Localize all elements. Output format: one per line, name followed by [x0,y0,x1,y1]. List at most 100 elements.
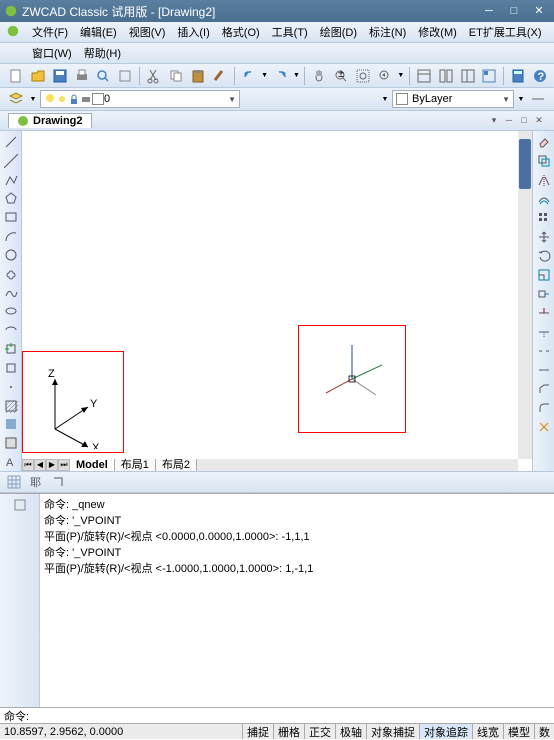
prop-more-icon[interactable] [528,89,548,109]
status-more[interactable]: 数 [534,724,554,739]
menu-edit[interactable]: 编辑(E) [74,23,123,41]
menu-file[interactable]: 文件(F) [26,23,74,41]
tab-prev[interactable]: ◀ [34,459,46,471]
undo-icon[interactable] [239,66,259,86]
menu-dim[interactable]: 标注(N) [363,23,412,41]
open-icon[interactable] [28,66,48,86]
menu-insert[interactable]: 插入(I) [171,23,215,41]
ellipse-icon[interactable] [2,302,20,320]
minimize-button[interactable]: ─ [478,4,500,18]
arc-icon[interactable] [2,227,20,245]
fillet-icon[interactable] [535,399,553,417]
pline-icon[interactable] [2,171,20,189]
save-icon[interactable] [50,66,70,86]
revcloud-icon[interactable] [2,265,20,283]
zoom-prev-icon[interactable] [375,66,395,86]
extend-icon[interactable] [535,323,553,341]
tab-minimize[interactable]: ─ [502,114,516,128]
tab-next[interactable]: ▶ [46,459,58,471]
menu-tools[interactable]: 工具(T) [266,23,314,41]
prop-icon[interactable] [414,66,434,86]
tab-dropdown[interactable]: ▾ [487,114,501,128]
hatch-icon[interactable] [2,397,20,415]
document-tab[interactable]: Drawing2 [8,113,92,128]
drawing-area[interactable]: Z Y X ⏮ ◀ ▶ ⏭ [22,131,532,471]
coordinates-readout[interactable]: 10.8597, 2.9562, 0.0000 [0,726,242,738]
line-icon[interactable] [2,133,20,151]
status-lwt[interactable]: 线宽 [472,724,503,739]
linetype-combo[interactable]: ByLayer ▼ [392,90,514,108]
command-input[interactable] [36,709,550,723]
match-icon[interactable] [210,66,230,86]
tab-close[interactable]: ✕ [532,114,546,128]
designcenter-icon[interactable] [458,66,478,86]
move-icon[interactable] [535,228,553,246]
layout2-tab[interactable]: 布局2 [156,459,197,471]
layer-manager-icon[interactable] [6,89,26,109]
zoom-win-icon[interactable] [353,66,373,86]
menu-modify[interactable]: 修改(M) [412,23,463,41]
zoom-dropdown[interactable]: ▼ [397,66,405,86]
cmdlog-tool-1[interactable] [11,496,29,514]
circle-icon[interactable] [2,246,20,264]
explode-icon[interactable] [535,418,553,436]
region-icon[interactable] [2,434,20,452]
block-icon[interactable] [2,359,20,377]
snap-icon[interactable]: 耶 [26,472,46,492]
model-tab[interactable]: Model [70,459,115,471]
color-picker-icon[interactable]: ▼ [381,89,389,109]
tab-first[interactable]: ⏮ [22,459,34,471]
zoom-rt-icon[interactable]: ± [331,66,351,86]
layout1-tab[interactable]: 布局1 [115,459,156,471]
status-snap[interactable]: 捕捉 [242,724,273,739]
help-icon[interactable]: ? [530,66,550,86]
print-icon[interactable] [72,66,92,86]
layer-combo[interactable]: 0 ▼ [40,90,240,108]
status-otrack[interactable]: 对象追踪 [419,724,472,739]
chamfer-icon[interactable] [535,380,553,398]
status-polar[interactable]: 极轴 [335,724,366,739]
close-button[interactable]: ✕ [528,4,550,18]
grid-icon[interactable] [4,472,24,492]
menu-draw[interactable]: 绘图(D) [314,23,363,41]
undo-dropdown[interactable]: ▼ [261,66,269,86]
pan-icon[interactable] [309,66,329,86]
status-model[interactable]: 模型 [503,724,534,739]
calc-icon[interactable] [508,66,528,86]
new-icon[interactable] [6,66,26,86]
tab-last[interactable]: ⏭ [58,459,70,471]
insert-icon[interactable] [2,340,20,358]
paste-icon[interactable] [188,66,208,86]
rotate-icon[interactable] [535,247,553,265]
tab-maximize[interactable]: □ [517,114,531,128]
spline-icon[interactable] [2,284,20,302]
redo-dropdown[interactable]: ▼ [292,66,300,86]
maximize-button[interactable]: □ [503,4,525,18]
layer-dropdown-icon[interactable]: ▼ [29,89,37,109]
break-icon[interactable] [535,342,553,360]
offset-icon[interactable] [535,190,553,208]
prop2-icon[interactable] [436,66,456,86]
xline-icon[interactable] [2,152,20,170]
menu-et[interactable]: ET扩展工具(X) [463,23,548,41]
mirror-icon[interactable] [535,171,553,189]
erase-icon[interactable] [535,133,553,151]
publish-icon[interactable] [115,66,135,86]
trim-icon[interactable] [535,304,553,322]
point-icon[interactable] [2,378,20,396]
menu-view[interactable]: 视图(V) [123,23,172,41]
menu-help[interactable]: 帮助(H) [78,44,127,62]
copyobj-icon[interactable] [535,152,553,170]
menu-format[interactable]: 格式(O) [216,23,266,41]
status-ortho[interactable]: 正交 [304,724,335,739]
preview-icon[interactable] [94,66,114,86]
join-icon[interactable] [535,361,553,379]
cut-icon[interactable] [144,66,164,86]
status-osnap[interactable]: 对象捕捉 [366,724,419,739]
scale-icon[interactable] [535,266,553,284]
vertical-scrollbar[interactable] [518,131,532,459]
lineweight-dropdown[interactable]: ▼ [517,89,525,109]
polygon-icon[interactable] [2,189,20,207]
ellipsearc-icon[interactable] [2,321,20,339]
text-icon[interactable]: A [2,453,20,471]
